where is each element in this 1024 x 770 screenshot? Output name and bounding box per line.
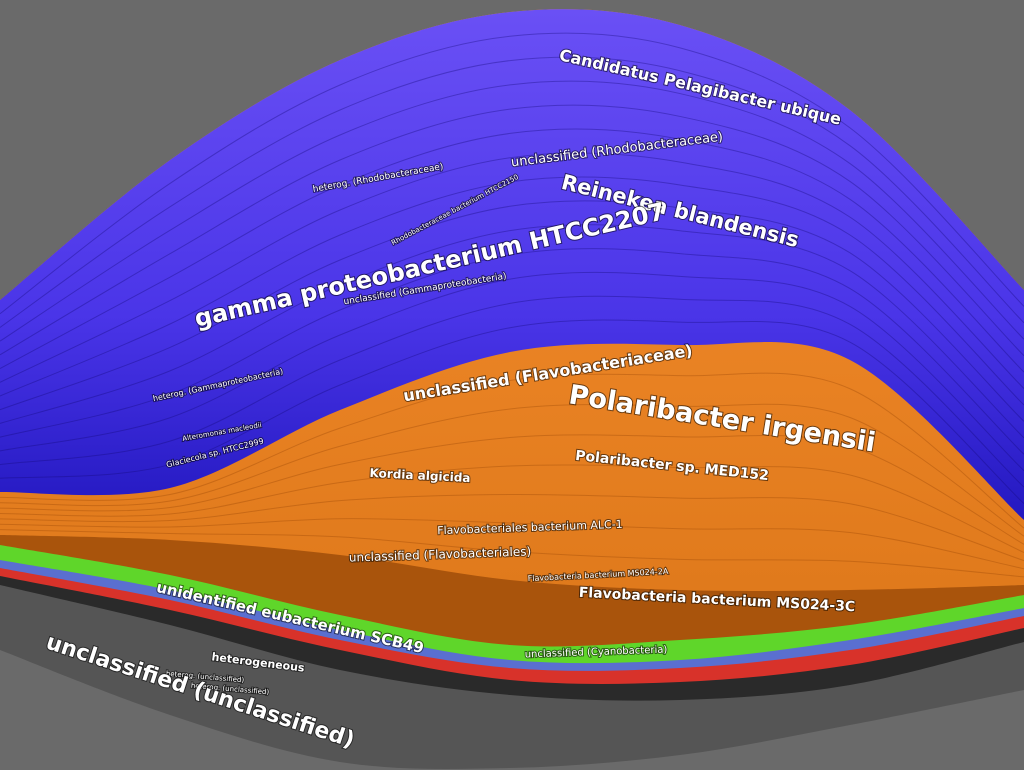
stream-line [0,248,1024,455]
stream-line [0,104,1024,357]
stream-line [0,152,1024,389]
stream-line [0,224,1024,439]
stream-line [0,434,1024,545]
stream-line [0,529,1024,578]
stream-line [0,128,1024,373]
stream-line [0,80,1024,342]
stream-line [0,200,1024,422]
purple-layer [0,9,1024,521]
label: Kordia algicida [369,466,471,485]
stream-line [0,518,1024,570]
stream-line [0,319,1024,504]
stream-line [0,372,1024,529]
layers [0,9,1024,769]
stream-line [0,56,1024,328]
stream-line [0,32,1024,315]
stream-line [0,464,1024,553]
stream-line [0,271,1024,472]
stream-line [0,403,1024,537]
stream-line [0,176,1024,406]
label: Flavobacteriales bacterium ALC-1 [437,518,623,537]
stream-line [0,493,1024,562]
stream-line [0,295,1024,488]
